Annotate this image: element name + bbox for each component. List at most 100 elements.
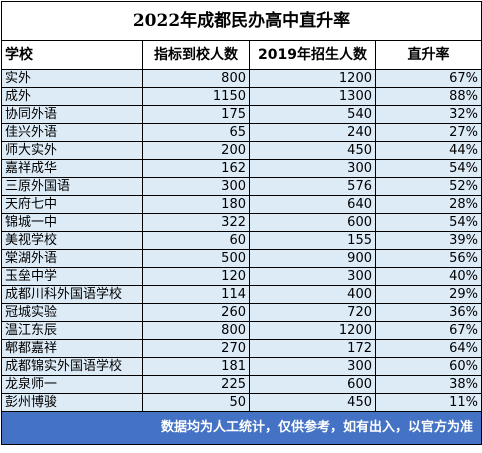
cell-enroll: 300 <box>249 159 376 178</box>
table-row: 彭州博骏 50 450 11% <box>1 393 482 412</box>
cell-school: 彭州博骏 <box>1 393 143 412</box>
cell-school: 成都锦实外国语学校 <box>1 357 143 376</box>
cell-rate: 28% <box>374 195 482 214</box>
cell-rate: 52% <box>374 177 482 196</box>
cell-school: 佳兴外语 <box>1 123 143 142</box>
cell-enroll: 600 <box>249 213 376 232</box>
cell-rate: 40% <box>374 267 482 286</box>
table-row: 玉垒中学 120 300 40% <box>1 267 482 286</box>
cell-school: 冠城实验 <box>1 303 143 322</box>
cell-enroll: 400 <box>249 285 376 304</box>
cell-school: 温江东辰 <box>1 321 143 340</box>
cell-quota: 65 <box>142 123 250 142</box>
cell-quota: 500 <box>142 249 250 268</box>
table-row: 龙泉师一 225 600 38% <box>1 375 482 394</box>
table-row: 棠湖外语 500 900 56% <box>1 249 482 268</box>
cell-rate: 64% <box>374 339 482 358</box>
cell-quota: 50 <box>142 393 250 412</box>
cell-school: 三原外国语 <box>1 177 143 196</box>
cell-rate: 32% <box>374 105 482 124</box>
cell-enroll: 540 <box>249 105 376 124</box>
cell-quota: 180 <box>142 195 250 214</box>
cell-rate: 44% <box>374 141 482 160</box>
cell-enroll: 640 <box>249 195 376 214</box>
cell-quota: 114 <box>142 285 250 304</box>
cell-enroll: 576 <box>249 177 376 196</box>
table-row: 温江东辰 800 1200 67% <box>1 321 482 340</box>
table-row: 郫都嘉祥 270 172 64% <box>1 339 482 358</box>
cell-school: 成都川科外国语学校 <box>1 285 143 304</box>
cell-rate: 67% <box>374 69 482 88</box>
cell-enroll: 900 <box>249 249 376 268</box>
cell-quota: 175 <box>142 105 250 124</box>
cell-enroll: 600 <box>249 375 376 394</box>
table-title: 2022年成都民办高中直升率 <box>0 1 482 41</box>
cell-enroll: 172 <box>249 339 376 358</box>
cell-enroll: 1200 <box>249 321 376 340</box>
cell-rate: 27% <box>374 123 482 142</box>
cell-quota: 800 <box>142 69 250 88</box>
cell-quota: 162 <box>142 159 250 178</box>
cell-rate: 54% <box>374 159 482 178</box>
cell-school: 协同外语 <box>1 105 143 124</box>
table-row: 嘉祥成华 162 300 54% <box>1 159 482 178</box>
table-row: 美视学校 60 155 39% <box>1 231 482 250</box>
cell-rate: 56% <box>374 249 482 268</box>
header-rate: 直升率 <box>374 40 482 70</box>
table-row: 成都川科外国语学校 114 400 29% <box>1 285 482 304</box>
table-body: 实外 800 1200 67% 成外 1150 1300 88% 协同外语 175 540 32% 佳兴… <box>1 69 482 412</box>
cell-rate: 29% <box>374 285 482 304</box>
cell-enroll: 300 <box>249 267 376 286</box>
cell-rate: 11% <box>374 393 482 412</box>
table-row: 佳兴外语 65 240 27% <box>1 123 482 142</box>
cell-quota: 1150 <box>142 87 250 106</box>
cell-school: 天府七中 <box>1 195 143 214</box>
cell-rate: 60% <box>374 357 482 376</box>
table-row: 冠城实验 260 720 36% <box>1 303 482 322</box>
cell-rate: 36% <box>374 303 482 322</box>
cell-quota: 800 <box>142 321 250 340</box>
table-row: 师大实外 200 450 44% <box>1 141 482 160</box>
header-enroll: 2019年招生人数 <box>249 40 376 70</box>
cell-rate: 39% <box>374 231 482 250</box>
footer-row: 数据均为人工统计，仅供参考，如有出入，以官方为准 <box>0 411 482 445</box>
footer-note: 数据均为人工统计，仅供参考，如有出入，以官方为准 <box>0 411 482 445</box>
cell-enroll: 1200 <box>249 69 376 88</box>
cell-quota: 270 <box>142 339 250 358</box>
cell-school: 师大实外 <box>1 141 143 160</box>
table-row: 成外 1150 1300 88% <box>1 87 482 106</box>
cell-quota: 260 <box>142 303 250 322</box>
cell-school: 实外 <box>1 69 143 88</box>
header-row: 学校 指标到校人数 2019年招生人数 直升率 <box>1 40 482 70</box>
cell-rate: 67% <box>374 321 482 340</box>
cell-school: 成外 <box>1 87 143 106</box>
table-row: 天府七中 180 640 28% <box>1 195 482 214</box>
table-row: 锦城一中 322 600 54% <box>1 213 482 232</box>
cell-enroll: 450 <box>249 141 376 160</box>
header-school: 学校 <box>1 40 143 70</box>
table-row: 三原外国语 300 576 52% <box>1 177 482 196</box>
cell-rate: 88% <box>374 87 482 106</box>
cell-enroll: 155 <box>249 231 376 250</box>
cell-school: 美视学校 <box>1 231 143 250</box>
cell-enroll: 1300 <box>249 87 376 106</box>
table-row: 协同外语 175 540 32% <box>1 105 482 124</box>
cell-enroll: 720 <box>249 303 376 322</box>
cell-rate: 38% <box>374 375 482 394</box>
cell-quota: 322 <box>142 213 250 232</box>
cell-rate: 54% <box>374 213 482 232</box>
cell-school: 玉垒中学 <box>1 267 143 286</box>
cell-enroll: 240 <box>249 123 376 142</box>
table-row: 实外 800 1200 67% <box>1 69 482 88</box>
cell-quota: 120 <box>142 267 250 286</box>
cell-quota: 200 <box>142 141 250 160</box>
cell-enroll: 450 <box>249 393 376 412</box>
table-row: 成都锦实外国语学校 181 300 60% <box>1 357 482 376</box>
cell-enroll: 300 <box>249 357 376 376</box>
cell-school: 嘉祥成华 <box>1 159 143 178</box>
title-row: 2022年成都民办高中直升率 <box>0 1 482 41</box>
cell-school: 龙泉师一 <box>1 375 143 394</box>
cell-school: 棠湖外语 <box>1 249 143 268</box>
